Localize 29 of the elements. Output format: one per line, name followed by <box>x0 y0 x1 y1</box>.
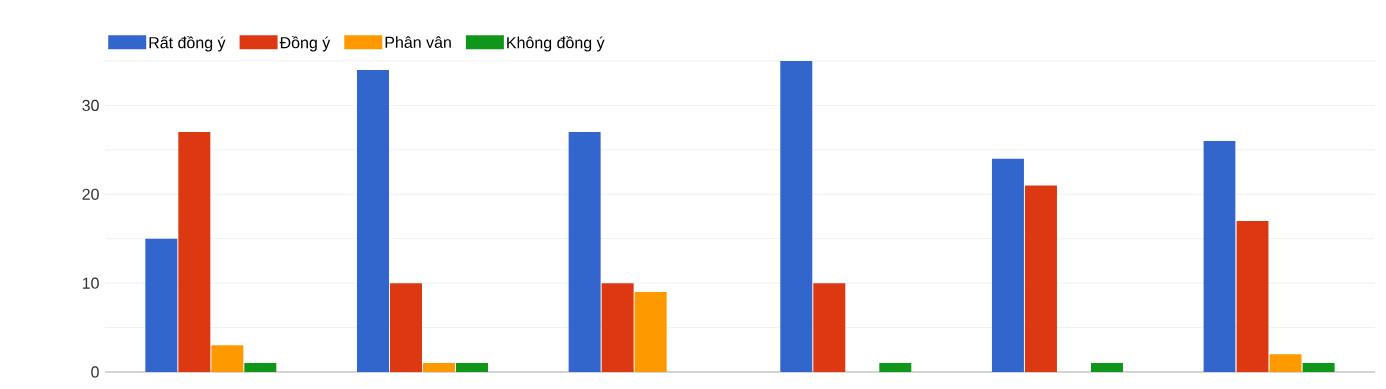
bar <box>422 363 455 372</box>
bar <box>1203 140 1236 372</box>
y-tick-label: 20 <box>82 188 99 200</box>
bar <box>1024 185 1057 372</box>
bar <box>1236 220 1269 372</box>
bar <box>991 158 1024 372</box>
bar <box>813 283 846 372</box>
bar <box>601 283 634 372</box>
bar <box>1269 354 1302 372</box>
legend-label: Rất đồng ý <box>149 35 226 52</box>
bar <box>879 363 912 372</box>
bar <box>244 363 277 372</box>
bar <box>634 292 667 372</box>
bar <box>568 132 601 372</box>
y-tick-label: 10 <box>82 277 99 289</box>
y-tick-label: 30 <box>82 99 99 112</box>
bar <box>356 69 389 372</box>
bar <box>1302 363 1335 372</box>
bar <box>211 345 244 372</box>
bar <box>780 61 813 372</box>
bar <box>1090 363 1123 372</box>
legend-label: Phân vân <box>385 36 451 49</box>
legend-label: Đồng ý <box>279 35 331 52</box>
bar <box>178 132 211 372</box>
bar <box>145 238 178 372</box>
legend-label: Không đồng ý <box>507 35 605 52</box>
bar <box>455 363 488 372</box>
y-tick-label: 0 <box>91 366 99 378</box>
bar <box>389 283 422 372</box>
